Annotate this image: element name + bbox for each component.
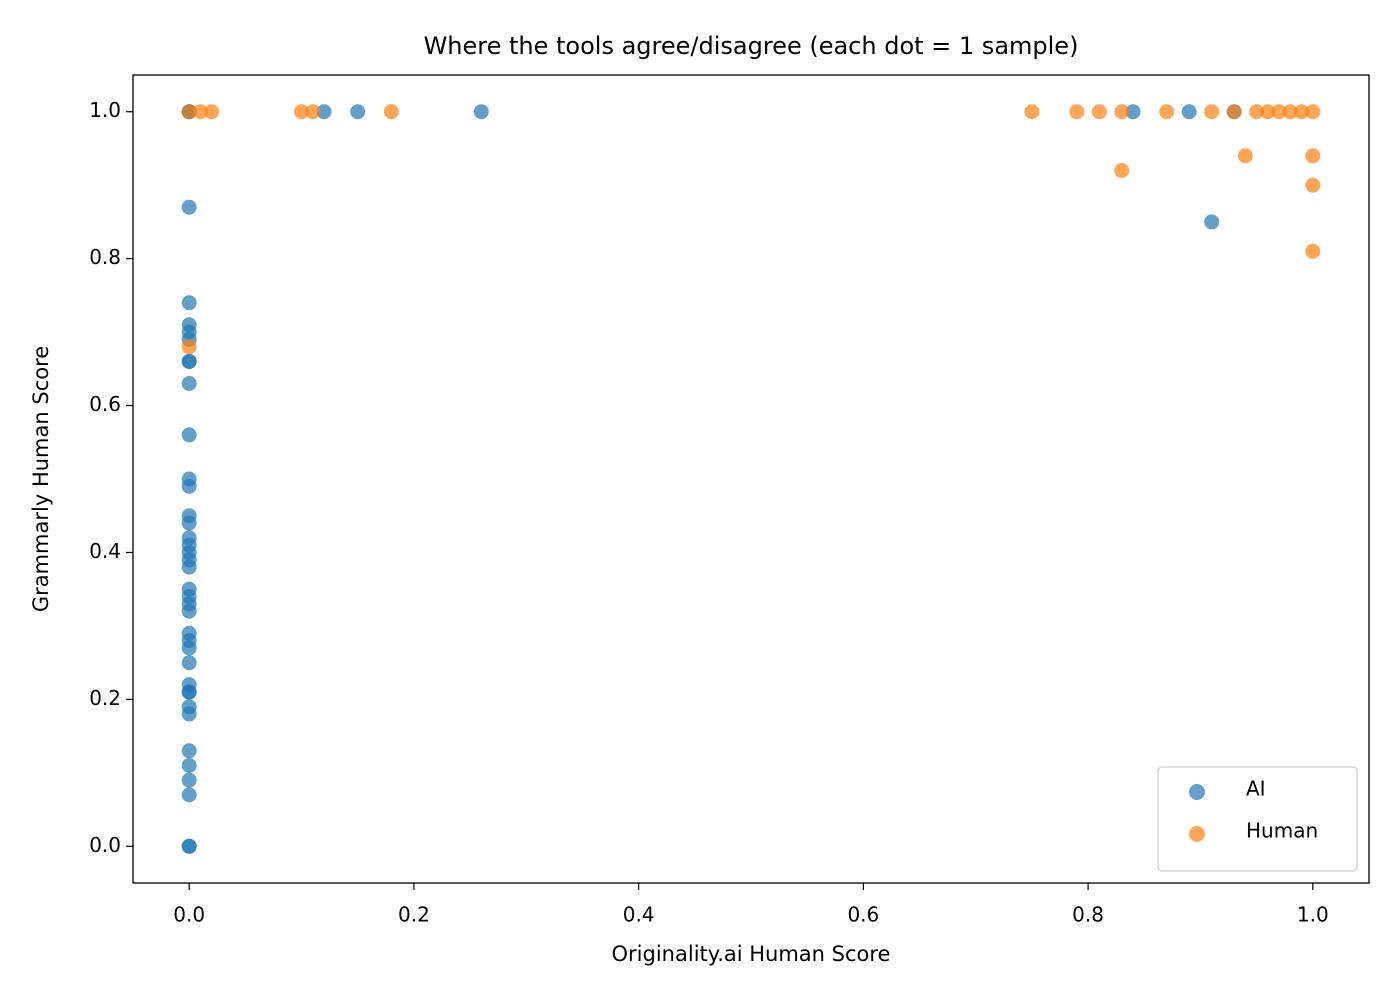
scatter-point (181, 706, 197, 722)
scatter-point (1204, 104, 1220, 120)
scatter-point (1114, 162, 1130, 178)
scatter-point (1305, 148, 1321, 164)
scatter-point (181, 104, 197, 120)
axes-frame (132, 74, 1370, 884)
scatter-point (1305, 243, 1321, 259)
scatter-point (181, 478, 197, 494)
scatter-point (181, 743, 197, 759)
scatter-point (1159, 104, 1175, 120)
scatter-point (181, 772, 197, 788)
scatter-point (1249, 104, 1265, 120)
x-tick-label: 0.0 (173, 903, 205, 927)
scatter-point (1237, 148, 1253, 164)
scatter-point (181, 515, 197, 531)
scatter-point (181, 339, 197, 355)
scatter-point (316, 104, 332, 120)
y-tick-label: 0.6 (89, 392, 121, 416)
y-tick-label: 0.4 (89, 539, 121, 563)
scatter-point (181, 353, 197, 369)
x-tick-label: 1.0 (1297, 903, 1329, 927)
scatter-point (181, 757, 197, 773)
scatter-point (204, 104, 220, 120)
scatter-point (294, 104, 310, 120)
x-axis-label: Originality.ai Human Score (612, 942, 891, 966)
scatter-point (1294, 104, 1310, 120)
x-tick-label: 0.4 (623, 903, 655, 927)
scatter-point (181, 655, 197, 671)
legend-marker (1189, 826, 1205, 842)
scatter-point (192, 104, 208, 120)
scatter-point (181, 427, 197, 443)
y-tick-label: 0.0 (89, 833, 121, 857)
scatter-point (181, 838, 197, 854)
scatter-point (181, 684, 197, 700)
x-tick-label: 0.2 (398, 903, 430, 927)
legend-marker (1189, 784, 1205, 800)
scatter-point (383, 104, 399, 120)
scatter-point (1204, 214, 1220, 230)
scatter-point (181, 640, 197, 656)
y-tick-label: 1.0 (89, 98, 121, 122)
scatter-point (1271, 104, 1287, 120)
scatter-point (1069, 104, 1085, 120)
scatter-point (181, 199, 197, 215)
scatter-point (1024, 104, 1040, 120)
x-tick-label: 0.8 (1072, 903, 1104, 927)
scatter-point (305, 104, 321, 120)
scatter-point (1260, 104, 1276, 120)
scatter-point (181, 603, 197, 619)
scatter-point (1305, 104, 1321, 120)
legend-box (1157, 766, 1358, 872)
x-tick-label: 0.6 (847, 903, 879, 927)
scatter-point (1282, 104, 1298, 120)
y-tick-label: 0.2 (89, 686, 121, 710)
scatter-point (350, 104, 366, 120)
scatter-point (1091, 104, 1107, 120)
legend-label: AI (1246, 777, 1266, 801)
scatter-point (181, 295, 197, 311)
scatter-point (181, 376, 197, 392)
scatter-point (473, 104, 489, 120)
scatter-point (1125, 104, 1141, 120)
scatter-point (1181, 104, 1197, 120)
scatter-point (1114, 104, 1130, 120)
scatter-point (181, 559, 197, 575)
chart-title: Where the tools agree/disagree (each dot… (424, 32, 1079, 60)
legend-label: Human (1246, 819, 1318, 843)
y-tick-label: 0.8 (89, 245, 121, 269)
scatter-point (1305, 177, 1321, 193)
scatter-point (181, 787, 197, 803)
y-axis-label: Grammarly Human Score (29, 346, 53, 612)
scatter-point (1226, 104, 1242, 120)
